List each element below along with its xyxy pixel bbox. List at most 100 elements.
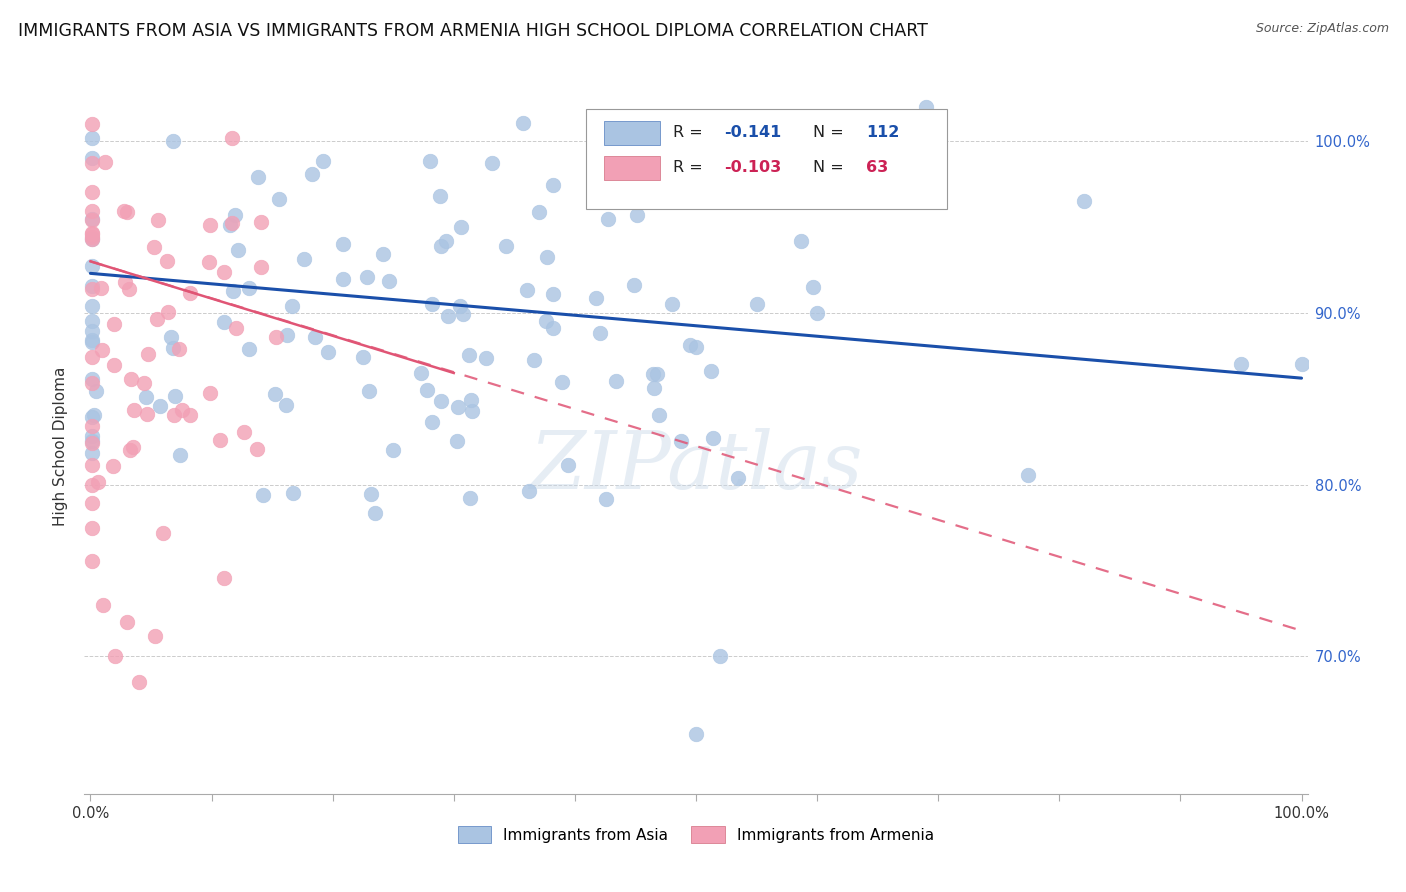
Text: ZIPatlas: ZIPatlas <box>529 428 863 506</box>
Point <box>352 350 374 364</box>
Point <box>128 675 150 690</box>
Text: 112: 112 <box>866 126 900 140</box>
Point <box>1230 358 1253 372</box>
Point <box>420 297 443 311</box>
Point <box>83 409 105 423</box>
Point <box>541 286 564 301</box>
Point <box>727 470 749 484</box>
Point <box>332 272 354 286</box>
FancyBboxPatch shape <box>586 109 946 210</box>
Point <box>162 341 184 355</box>
Point <box>927 137 949 152</box>
Point <box>80 230 103 244</box>
Point <box>90 281 112 295</box>
Point <box>222 284 245 298</box>
Point <box>163 389 186 403</box>
Point <box>669 434 692 449</box>
Point <box>132 376 155 390</box>
Point <box>179 409 201 423</box>
Point <box>645 367 668 381</box>
Point <box>80 212 103 227</box>
Point <box>80 232 103 246</box>
Point <box>179 285 201 300</box>
Point <box>312 153 335 168</box>
Point <box>80 300 103 314</box>
Text: N =: N = <box>814 161 849 175</box>
Point <box>745 297 768 311</box>
Point <box>475 351 498 365</box>
Point <box>430 393 453 408</box>
Point <box>626 208 648 222</box>
Point <box>437 309 460 323</box>
Point <box>80 409 103 424</box>
Point <box>80 155 103 169</box>
Point <box>541 321 564 335</box>
Point <box>460 491 482 505</box>
Point <box>409 366 432 380</box>
Point <box>700 364 723 378</box>
Legend: Immigrants from Asia, Immigrants from Armenia: Immigrants from Asia, Immigrants from Ar… <box>451 820 941 849</box>
Point <box>595 492 617 507</box>
Point <box>84 384 107 399</box>
Point <box>875 145 897 160</box>
Point <box>589 326 612 341</box>
Point <box>80 334 103 349</box>
Point <box>80 117 103 131</box>
Point <box>80 227 103 241</box>
Point <box>702 431 724 445</box>
Point <box>523 353 546 368</box>
Point <box>685 340 707 354</box>
Point <box>80 372 103 386</box>
Point <box>225 320 247 334</box>
Point <box>1017 467 1039 482</box>
Point <box>80 185 103 199</box>
Point <box>120 443 142 458</box>
Point <box>281 486 304 500</box>
Point <box>416 383 439 397</box>
Point <box>80 434 103 449</box>
Point <box>91 598 114 612</box>
Point <box>103 358 125 372</box>
Point <box>198 219 221 233</box>
Point <box>80 204 103 219</box>
Point <box>90 343 112 357</box>
Point <box>419 154 441 169</box>
Point <box>357 384 380 399</box>
Point <box>80 278 103 293</box>
Point <box>249 215 271 229</box>
Point <box>80 350 103 364</box>
Point <box>585 291 607 305</box>
Point <box>80 477 103 491</box>
Point <box>623 277 645 292</box>
Point <box>80 314 103 328</box>
Point <box>481 156 503 170</box>
Text: Source: ZipAtlas.com: Source: ZipAtlas.com <box>1256 22 1389 36</box>
Point <box>163 408 186 422</box>
Point <box>80 521 103 535</box>
Point <box>643 367 665 381</box>
Point <box>80 554 103 568</box>
Point <box>449 299 471 313</box>
Point <box>121 440 143 454</box>
Point <box>247 169 270 184</box>
Point <box>446 434 468 448</box>
Point <box>378 274 401 288</box>
Point <box>80 435 103 450</box>
Point <box>450 219 472 234</box>
Point <box>103 317 125 331</box>
Point <box>152 525 174 540</box>
Point <box>94 155 117 169</box>
Point <box>264 330 287 344</box>
Point <box>226 243 249 257</box>
Point <box>709 649 731 664</box>
Point <box>304 330 326 344</box>
Point <box>80 151 103 165</box>
Point <box>790 234 813 248</box>
Point <box>80 419 103 434</box>
Point <box>80 376 103 391</box>
Point <box>512 116 534 130</box>
Point <box>281 299 304 313</box>
Point <box>364 506 387 520</box>
Point <box>267 192 290 206</box>
Point <box>292 252 315 266</box>
